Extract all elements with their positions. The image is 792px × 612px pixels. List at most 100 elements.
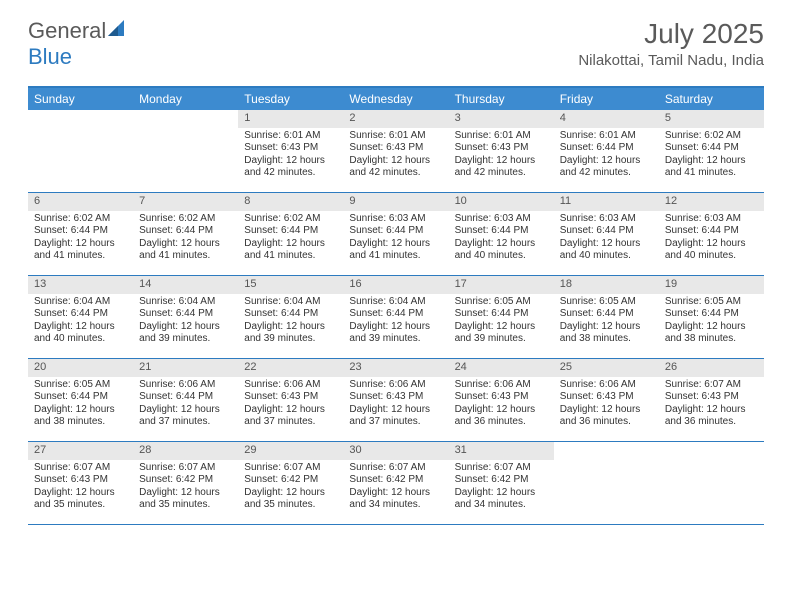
day-cell: 25Sunrise: 6:06 AMSunset: 6:43 PMDayligh… <box>554 359 659 441</box>
daylight-line: Daylight: 12 hours and 41 minutes. <box>665 155 758 180</box>
day-cell: 6Sunrise: 6:02 AMSunset: 6:44 PMDaylight… <box>28 193 133 275</box>
day-body: Sunrise: 6:07 AMSunset: 6:43 PMDaylight:… <box>659 377 764 433</box>
sunset-line: Sunset: 6:43 PM <box>244 142 337 155</box>
dow-cell: Friday <box>554 88 659 110</box>
sunrise-line: Sunrise: 6:04 AM <box>139 296 232 309</box>
sunset-line: Sunset: 6:44 PM <box>455 308 548 321</box>
day-body: Sunrise: 6:05 AMSunset: 6:44 PMDaylight:… <box>554 294 659 350</box>
day-cell: 14Sunrise: 6:04 AMSunset: 6:44 PMDayligh… <box>133 276 238 358</box>
sunrise-line: Sunrise: 6:02 AM <box>244 213 337 226</box>
sunset-line: Sunset: 6:44 PM <box>34 225 127 238</box>
dow-cell: Sunday <box>28 88 133 110</box>
dow-cell: Thursday <box>449 88 554 110</box>
day-number: 23 <box>343 359 448 377</box>
day-body: Sunrise: 6:03 AMSunset: 6:44 PMDaylight:… <box>659 211 764 267</box>
sunrise-line: Sunrise: 6:07 AM <box>349 462 442 475</box>
brand-logo: GeneralBlue <box>28 18 130 70</box>
brand-part1: General <box>28 18 106 43</box>
daylight-line: Daylight: 12 hours and 42 minutes. <box>560 155 653 180</box>
daylight-line: Daylight: 12 hours and 38 minutes. <box>34 404 127 429</box>
day-number: 19 <box>659 276 764 294</box>
sunset-line: Sunset: 6:44 PM <box>455 225 548 238</box>
sunset-line: Sunset: 6:42 PM <box>244 474 337 487</box>
day-cell: 8Sunrise: 6:02 AMSunset: 6:44 PMDaylight… <box>238 193 343 275</box>
day-body: Sunrise: 6:02 AMSunset: 6:44 PMDaylight:… <box>133 211 238 267</box>
day-cell <box>659 442 764 524</box>
week-row: 1Sunrise: 6:01 AMSunset: 6:43 PMDaylight… <box>28 110 764 193</box>
day-cell: 15Sunrise: 6:04 AMSunset: 6:44 PMDayligh… <box>238 276 343 358</box>
day-number: 12 <box>659 193 764 211</box>
day-cell: 11Sunrise: 6:03 AMSunset: 6:44 PMDayligh… <box>554 193 659 275</box>
daylight-line: Daylight: 12 hours and 40 minutes. <box>455 238 548 263</box>
day-number: 16 <box>343 276 448 294</box>
day-cell: 27Sunrise: 6:07 AMSunset: 6:43 PMDayligh… <box>28 442 133 524</box>
daylight-line: Daylight: 12 hours and 42 minutes. <box>455 155 548 180</box>
day-body: Sunrise: 6:01 AMSunset: 6:44 PMDaylight:… <box>554 128 659 184</box>
day-number: 3 <box>449 110 554 128</box>
day-cell: 23Sunrise: 6:06 AMSunset: 6:43 PMDayligh… <box>343 359 448 441</box>
day-number: 22 <box>238 359 343 377</box>
week-row: 20Sunrise: 6:05 AMSunset: 6:44 PMDayligh… <box>28 359 764 442</box>
day-body: Sunrise: 6:06 AMSunset: 6:44 PMDaylight:… <box>133 377 238 433</box>
day-number: 29 <box>238 442 343 460</box>
day-cell: 31Sunrise: 6:07 AMSunset: 6:42 PMDayligh… <box>449 442 554 524</box>
week-row: 27Sunrise: 6:07 AMSunset: 6:43 PMDayligh… <box>28 442 764 525</box>
sunrise-line: Sunrise: 6:01 AM <box>349 130 442 143</box>
day-cell: 19Sunrise: 6:05 AMSunset: 6:44 PMDayligh… <box>659 276 764 358</box>
daylight-line: Daylight: 12 hours and 41 minutes. <box>139 238 232 263</box>
dow-cell: Monday <box>133 88 238 110</box>
sunrise-line: Sunrise: 6:03 AM <box>560 213 653 226</box>
sunrise-line: Sunrise: 6:05 AM <box>34 379 127 392</box>
sunrise-line: Sunrise: 6:03 AM <box>455 213 548 226</box>
day-cell: 21Sunrise: 6:06 AMSunset: 6:44 PMDayligh… <box>133 359 238 441</box>
daylight-line: Daylight: 12 hours and 34 minutes. <box>349 487 442 512</box>
sunrise-line: Sunrise: 6:05 AM <box>665 296 758 309</box>
day-body: Sunrise: 6:01 AMSunset: 6:43 PMDaylight:… <box>238 128 343 184</box>
sunset-line: Sunset: 6:43 PM <box>349 142 442 155</box>
sunset-line: Sunset: 6:44 PM <box>349 308 442 321</box>
day-number: 30 <box>343 442 448 460</box>
day-cell <box>554 442 659 524</box>
sunrise-line: Sunrise: 6:01 AM <box>560 130 653 143</box>
day-body: Sunrise: 6:04 AMSunset: 6:44 PMDaylight:… <box>28 294 133 350</box>
daylight-line: Daylight: 12 hours and 35 minutes. <box>34 487 127 512</box>
day-body: Sunrise: 6:07 AMSunset: 6:43 PMDaylight:… <box>28 460 133 516</box>
daylight-line: Daylight: 12 hours and 40 minutes. <box>560 238 653 263</box>
sunrise-line: Sunrise: 6:07 AM <box>139 462 232 475</box>
day-cell: 1Sunrise: 6:01 AMSunset: 6:43 PMDaylight… <box>238 110 343 192</box>
sunset-line: Sunset: 6:44 PM <box>665 142 758 155</box>
day-body: Sunrise: 6:04 AMSunset: 6:44 PMDaylight:… <box>133 294 238 350</box>
day-cell: 20Sunrise: 6:05 AMSunset: 6:44 PMDayligh… <box>28 359 133 441</box>
day-cell: 2Sunrise: 6:01 AMSunset: 6:43 PMDaylight… <box>343 110 448 192</box>
day-number: 25 <box>554 359 659 377</box>
sunrise-line: Sunrise: 6:06 AM <box>455 379 548 392</box>
day-cell <box>133 110 238 192</box>
header: GeneralBlue July 2025 Nilakottai, Tamil … <box>0 0 792 76</box>
day-number: 21 <box>133 359 238 377</box>
day-number: 27 <box>28 442 133 460</box>
day-body: Sunrise: 6:03 AMSunset: 6:44 PMDaylight:… <box>449 211 554 267</box>
day-number: 24 <box>449 359 554 377</box>
day-body: Sunrise: 6:04 AMSunset: 6:44 PMDaylight:… <box>343 294 448 350</box>
sunrise-line: Sunrise: 6:07 AM <box>244 462 337 475</box>
sunrise-line: Sunrise: 6:06 AM <box>349 379 442 392</box>
sunrise-line: Sunrise: 6:07 AM <box>455 462 548 475</box>
day-number: 5 <box>659 110 764 128</box>
daylight-line: Daylight: 12 hours and 36 minutes. <box>665 404 758 429</box>
sunset-line: Sunset: 6:42 PM <box>455 474 548 487</box>
day-cell: 4Sunrise: 6:01 AMSunset: 6:44 PMDaylight… <box>554 110 659 192</box>
sunset-line: Sunset: 6:43 PM <box>665 391 758 404</box>
dow-cell: Saturday <box>659 88 764 110</box>
daylight-line: Daylight: 12 hours and 41 minutes. <box>349 238 442 263</box>
month-title: July 2025 <box>578 18 764 50</box>
day-cell: 16Sunrise: 6:04 AMSunset: 6:44 PMDayligh… <box>343 276 448 358</box>
day-body: Sunrise: 6:05 AMSunset: 6:44 PMDaylight:… <box>449 294 554 350</box>
day-number: 6 <box>28 193 133 211</box>
sunrise-line: Sunrise: 6:05 AM <box>455 296 548 309</box>
day-number: 15 <box>238 276 343 294</box>
sail-icon <box>108 18 130 44</box>
daylight-line: Daylight: 12 hours and 41 minutes. <box>34 238 127 263</box>
sunset-line: Sunset: 6:44 PM <box>34 391 127 404</box>
day-body: Sunrise: 6:07 AMSunset: 6:42 PMDaylight:… <box>133 460 238 516</box>
day-cell: 7Sunrise: 6:02 AMSunset: 6:44 PMDaylight… <box>133 193 238 275</box>
